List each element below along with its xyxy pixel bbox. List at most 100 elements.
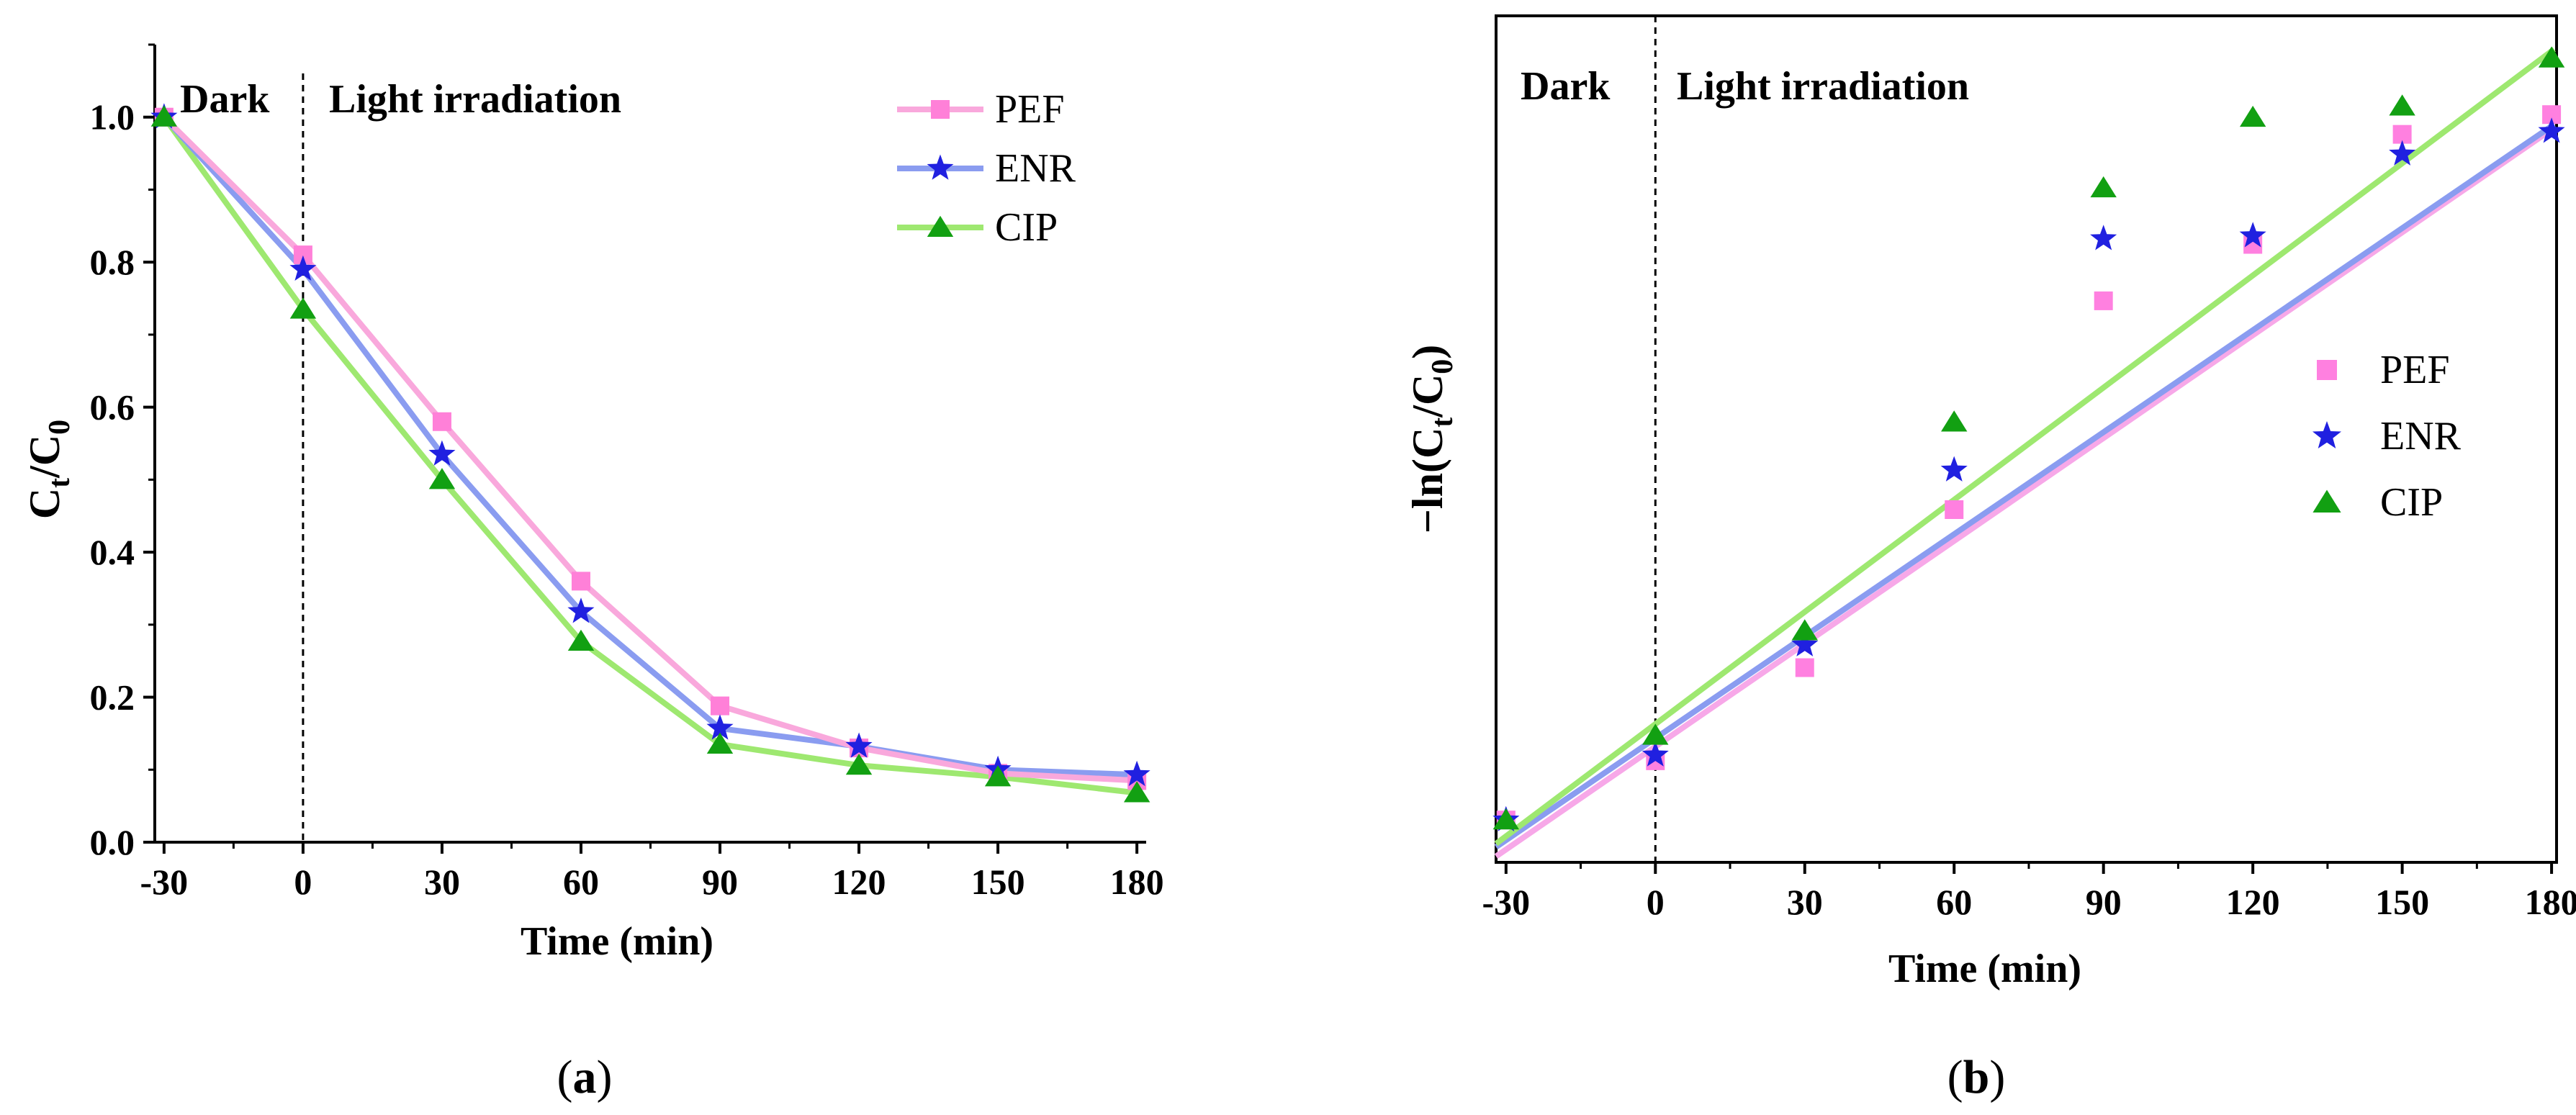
panel-a-legend-marker-enr [927,154,954,180]
panel-a-point-enr [289,255,317,281]
panel-a-point-enr [1123,760,1150,787]
panel-a-point-cip [845,753,873,775]
panel-b-point-enr [2239,222,2266,248]
panel-a-legend-item-pef: PEF [897,87,1065,132]
panel-a-point-enr [428,440,456,466]
panel-b-x-tick-label: 150 [2375,882,2429,922]
panel-b-point-cip [1642,723,1669,745]
panel-a-x-tick-label: 150 [971,862,1025,902]
panel-a-point-cip [984,765,1012,787]
panel-b-dark-label: Dark [1521,64,1611,109]
panel-b-x-tick-label: 30 [1787,882,1823,922]
panel-b-legend-marker-enr [2312,421,2341,448]
panel-a-line-cip [161,115,1138,796]
panel-a-legend-label-enr: ENR [995,146,1076,191]
panel-b-legend-item-cip: CIP [2312,480,2443,525]
panel-b-fit-line-enr [1494,122,2556,849]
panel-b-point-cip [1492,808,1520,830]
panel-b-x-tick-label: -30 [1482,882,1531,922]
panel-b-fit-lines [1494,47,2556,859]
panel-b-x-tick-label: 60 [1936,882,1972,922]
panel-a-x-tick-label: 60 [563,862,599,902]
panel-b-legend-item-pef: PEF [2317,348,2450,392]
panel-a-y-tick-label: 1.0 [90,97,135,137]
panel-a-y-tick-label: 0.4 [90,532,135,572]
panel-a-y-axis-label: Ct/C0 [21,420,76,519]
panel-a-point-cip [150,105,178,127]
panel-b-y-axis-label: −ln(Ct/C0) [1404,345,1459,534]
panel-b-point-pef [2094,291,2113,310]
panel-b-legend-label-cip: CIP [2380,480,2443,525]
panel-a-x-tick-label: -30 [140,862,189,902]
panel-b-point-cip [2389,94,2415,116]
panel-a-x-tick-label: 30 [424,862,460,902]
panel-a-x-tick-label: 90 [702,862,738,902]
panel-b-x-tick-label: 0 [1647,882,1665,922]
panel-a-point-cip [1123,781,1150,803]
panel-b-fit-line-pef [1494,125,2556,859]
panel-b-markers [1492,46,2565,831]
panel-b-point-enr [1791,631,1819,656]
panel-b-point-cip [1791,619,1818,641]
panel-b-point-pef [1945,500,1964,519]
panel-b-point-cip [2090,176,2117,198]
panel-a-point-cip [706,732,734,754]
panel-b-x-tick-label: 120 [2226,882,2280,922]
panel-a-legend-marker-cip [927,215,954,237]
panel-a-chart: -30 0 30 60 90 120 150 180 0.0 0.2 0.4 0.6 0.8 1.0 Da… [21,43,1164,1103]
panel-a-markers [150,103,1150,803]
panel-a-dark-label: Dark [180,77,270,122]
panel-a-x-axis-label: Time (min) [521,919,713,964]
panel-a-series-lines [161,114,1138,796]
panel-a-point-enr [567,597,595,623]
panel-b-point-pef [1795,658,1814,677]
panel-b-point-cip [2538,46,2565,68]
panel-b-x-axis-label: Time (min) [1888,947,2081,991]
panel-b-point-enr [1641,741,1669,767]
panel-b-point-cip [1941,410,1968,432]
panel-a-legend: PEF ENR CIP [897,87,1076,250]
panel-b-point-cip [2239,105,2266,127]
panel-b-legend-label-enr: ENR [2380,414,2462,459]
panel-b-point-enr [1940,456,1968,482]
panel-a-x-tick-label: 120 [832,862,886,902]
panel-a-light-label: Light irradiation [329,77,621,122]
panel-a-y-tick-label: 0.0 [90,822,135,862]
panel-b-point-enr [2538,117,2565,143]
panel-a-point-cip [289,297,317,319]
panel-a-legend-label-pef: PEF [995,87,1065,132]
panel-b-legend-item-enr: ENR [2312,414,2462,459]
panel-b-ticks: -30 0 30 60 90 120 150 180 [1482,862,2576,922]
panel-b-point-enr [2090,225,2117,250]
panel-b-light-label: Light irradiation [1677,64,1969,109]
panel-a-line-enr [161,115,1138,778]
panel-a-x-tick-label: 180 [1110,862,1164,902]
panel-a-x-tick-label: 0 [294,862,312,902]
panel-b-legend-label-pef: PEF [2380,348,2450,392]
panel-b-legend: PEF ENR CIP [2312,348,2462,525]
panel-b-chart: -30 0 30 60 90 120 150 180 Dark Light irradiati… [1404,14,2576,1103]
panel-a-point-enr [845,732,873,758]
panel-b-point-enr [2389,140,2416,166]
panel-a-y-tick-label: 0.2 [90,677,135,718]
panel-b-x-tick-label: 90 [2086,882,2122,922]
panel-a-caption: (a) [557,1051,613,1103]
panel-a-y-tick-label: 0.8 [90,242,135,282]
panel-a-ticks: -30 0 30 60 90 120 150 180 0.0 0.2 0.4 0.6 0.8 1.0 [90,43,1164,902]
panel-a-line-pef [162,114,1138,784]
panel-a-point-enr [706,714,734,740]
panel-b-caption: (b) [1947,1051,2006,1103]
panel-b-legend-marker-pef [2317,360,2337,380]
panel-a-point-cip [428,468,456,489]
panel-a-legend-label-cip: CIP [995,205,1058,250]
panel-a-legend-marker-pef [931,100,950,119]
panel-a-point-pef [711,696,730,716]
panel-a-legend-item-enr: ENR [897,146,1076,191]
panel-a-point-pef [571,572,590,591]
panel-b-x-tick-label: 180 [2525,882,2576,922]
panel-a-point-pef [432,412,451,431]
panel-b-fit-line-cip [1494,47,2556,847]
panel-b-plot-frame [1495,14,2558,864]
panel-a-legend-item-cip: CIP [897,205,1058,250]
